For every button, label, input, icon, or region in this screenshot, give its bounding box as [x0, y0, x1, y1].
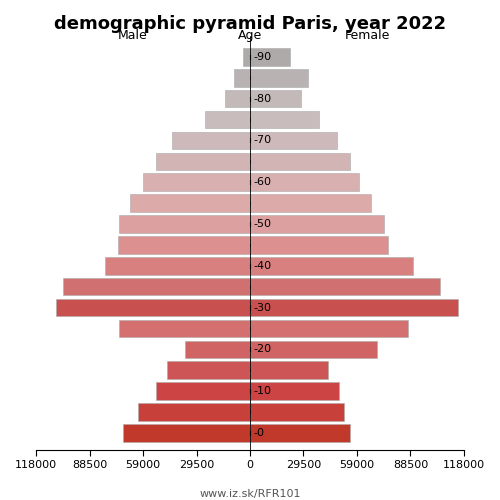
- Bar: [250, 278, 440, 295]
- Bar: [204, 110, 250, 128]
- Bar: [250, 90, 301, 108]
- Text: -80: -80: [254, 94, 272, 104]
- Bar: [120, 320, 250, 337]
- Bar: [123, 424, 250, 442]
- Text: -40: -40: [254, 260, 272, 270]
- Bar: [56, 299, 250, 316]
- Text: -90: -90: [254, 52, 272, 62]
- Bar: [224, 90, 250, 108]
- Bar: [250, 320, 408, 337]
- Text: -60: -60: [254, 177, 272, 187]
- Bar: [156, 152, 250, 170]
- Bar: [250, 382, 339, 400]
- Bar: [250, 152, 350, 170]
- Bar: [118, 236, 250, 254]
- Bar: [130, 194, 250, 212]
- Bar: [250, 424, 350, 442]
- Bar: [143, 174, 250, 191]
- Bar: [250, 215, 384, 232]
- Text: -50: -50: [254, 219, 272, 229]
- Bar: [250, 174, 359, 191]
- Bar: [166, 362, 250, 379]
- Bar: [64, 278, 250, 295]
- Text: Age: Age: [238, 29, 262, 42]
- Bar: [184, 340, 250, 358]
- Bar: [172, 132, 250, 149]
- Bar: [250, 69, 308, 86]
- Text: -20: -20: [254, 344, 272, 354]
- Text: -30: -30: [254, 302, 272, 312]
- Text: -0: -0: [254, 428, 264, 438]
- Bar: [250, 236, 388, 254]
- Text: Female: Female: [345, 29, 391, 42]
- Bar: [250, 362, 328, 379]
- Bar: [250, 194, 372, 212]
- Text: Male: Male: [118, 29, 147, 42]
- Bar: [250, 110, 319, 128]
- Bar: [138, 403, 250, 421]
- Bar: [250, 340, 377, 358]
- Title: demographic pyramid Paris, year 2022: demographic pyramid Paris, year 2022: [54, 15, 446, 33]
- Bar: [242, 48, 250, 66]
- Bar: [250, 299, 458, 316]
- Bar: [250, 257, 413, 274]
- Bar: [250, 48, 290, 66]
- Bar: [250, 403, 344, 421]
- Text: -10: -10: [254, 386, 272, 396]
- Bar: [156, 382, 250, 400]
- Bar: [105, 257, 250, 274]
- Bar: [120, 215, 250, 232]
- Text: www.iz.sk/RFR101: www.iz.sk/RFR101: [199, 490, 301, 500]
- Text: -70: -70: [254, 136, 272, 145]
- Bar: [234, 69, 250, 86]
- Bar: [250, 132, 337, 149]
